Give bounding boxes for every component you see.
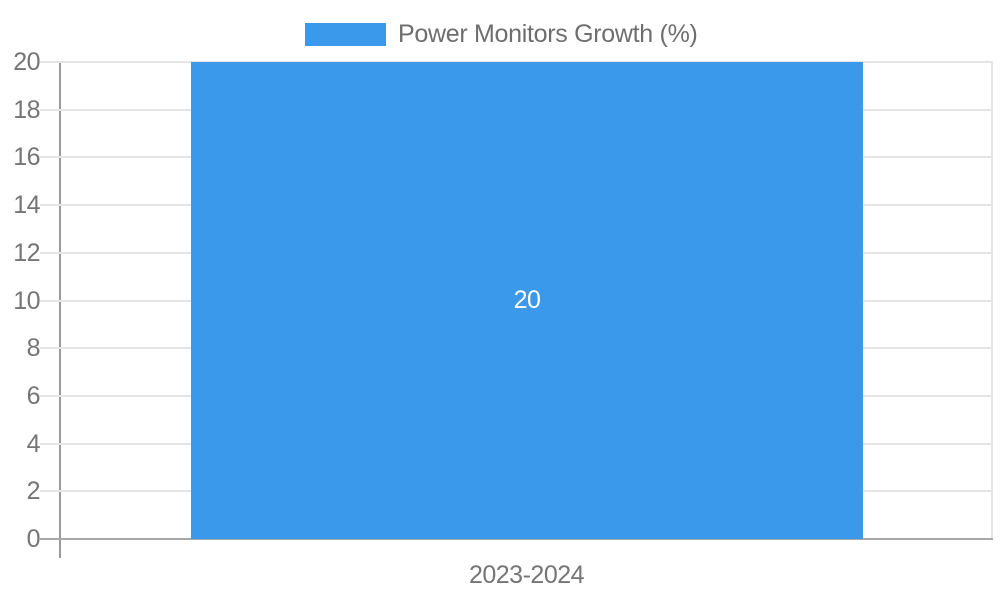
y-tick-label: 2 [26, 477, 41, 505]
y-tick-label: 8 [26, 334, 41, 362]
x-tick-label: 2023-2024 [468, 561, 585, 589]
x-axis-tick-labels: 2023-2024 [60, 560, 993, 590]
legend-swatch-icon [305, 23, 386, 46]
x-axis-baseline [40, 538, 993, 540]
chart-legend[interactable]: Power Monitors Growth (%) [305, 22, 698, 47]
y-tick-label: 10 [13, 287, 40, 315]
y-tick-label: 18 [13, 96, 40, 124]
y-tick-label: 0 [26, 525, 41, 553]
y-axis-line [59, 62, 61, 558]
legend-label: Power Monitors Growth (%) [398, 20, 698, 48]
y-tick-label: 16 [13, 143, 40, 171]
bar-value-label: 20 [513, 286, 541, 314]
y-tick-label: 6 [26, 382, 41, 410]
bar-2023-2024[interactable]: 20 [191, 62, 863, 539]
y-tick-label: 12 [13, 239, 40, 267]
y-tick-label: 20 [13, 48, 40, 76]
plot-area: 0 2 4 6 8 10 12 14 16 18 20 20 [13, 48, 993, 558]
y-tick-label: 14 [13, 191, 40, 219]
y-tick-label: 4 [26, 430, 41, 458]
